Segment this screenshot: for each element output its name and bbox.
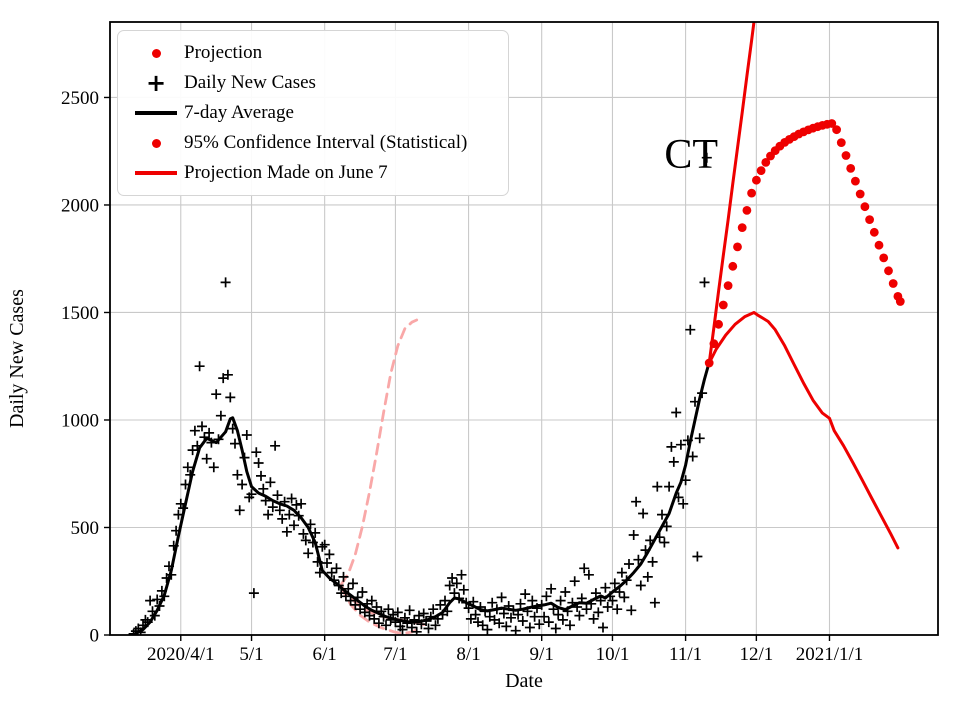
projection-dot <box>827 119 837 128</box>
projection-dot <box>723 281 733 290</box>
legend-label: Projection Made on June 7 <box>184 162 388 183</box>
projection-dot <box>855 189 865 199</box>
state-annotation: CT <box>664 131 719 178</box>
y-tick-label: 1000 <box>61 410 99 431</box>
series-seven_day_average <box>134 360 711 635</box>
y-tick-label: 2500 <box>61 88 99 109</box>
projection-dot <box>733 242 742 252</box>
dot-marker-icon <box>128 48 184 58</box>
projection-dot <box>718 300 728 310</box>
projection-dot <box>869 227 879 237</box>
x-tick-label: 2020/4/1 <box>147 644 215 665</box>
projection-dot <box>895 297 905 306</box>
plus-marker-icon: + <box>145 69 167 97</box>
projection-dot <box>836 138 846 148</box>
legend-item-daily-new-cases: + Daily New Cases <box>128 68 498 98</box>
series-june7_ci_upper <box>339 318 419 586</box>
projection-dot <box>832 125 841 135</box>
projection-dot <box>846 164 856 173</box>
projection-dot <box>879 253 889 263</box>
series-ci_upper <box>707 22 756 365</box>
legend-label: 95% Confidence Interval (Statistical) <box>184 132 468 153</box>
projection-dot <box>728 261 738 271</box>
y-tick-label: 0 <box>90 626 100 647</box>
projection-dot <box>709 339 719 349</box>
x-tick-label: 9/1 <box>530 644 554 665</box>
x-axis-label: Date <box>0 670 960 693</box>
projection-dot <box>860 202 870 212</box>
x-tick-label: 11/1 <box>669 644 702 665</box>
legend-item-7-day-average: 7-day Average <box>128 98 498 128</box>
projection-dot <box>704 358 714 368</box>
y-tick-label: 2000 <box>61 195 99 216</box>
x-tick-label: 6/1 <box>313 644 337 665</box>
legend-label: Daily New Cases <box>184 72 316 93</box>
series-daily_new_cases <box>128 152 712 635</box>
projection-dot <box>752 175 761 185</box>
x-tick-label: 7/1 <box>383 644 407 665</box>
series-layer <box>128 22 905 635</box>
x-tick-label: 12/1 <box>739 644 773 665</box>
x-tick-label: 10/1 <box>596 644 630 665</box>
legend-label: Projection <box>184 42 263 63</box>
line-marker-icon <box>128 171 184 175</box>
plot-frame <box>109 21 939 636</box>
x-tick-label: 2021/1/1 <box>796 644 864 665</box>
projection-dot <box>874 240 884 250</box>
y-tick-label: 1500 <box>61 303 99 324</box>
projection-dot <box>888 279 898 288</box>
legend-label: 7-day Average <box>184 102 294 123</box>
dot-marker-icon <box>128 138 184 148</box>
projection-dot <box>884 266 893 276</box>
projection-dot <box>761 158 771 167</box>
projection-dot <box>714 319 723 329</box>
projection-dot <box>865 215 874 225</box>
series-ci_lower <box>707 311 900 550</box>
line-marker-icon <box>128 111 184 115</box>
projection-dot <box>756 166 766 176</box>
series-june7_ci_lower <box>339 585 423 635</box>
projection-dot <box>737 223 747 233</box>
legend-item-projection: Projection <box>128 38 498 68</box>
x-tick-label: 5/1 <box>239 644 263 665</box>
legend-item-95-confidence-interval-statistical: 95% Confidence Interval (Statistical) <box>128 128 498 158</box>
y-axis-label: Daily New Cases <box>6 289 28 428</box>
ticks: 2020/4/1 5/1 6/1 7/1 8/1 9/1 10/1 11/1 12/1 2021/… <box>61 88 863 665</box>
y-tick-label: 500 <box>71 518 100 539</box>
series-projection <box>704 119 905 368</box>
projection-dot <box>742 206 752 215</box>
projection-dot <box>841 151 851 160</box>
projection-dot <box>747 188 756 198</box>
legend: Projection + Daily New Cases 7-day Average 9… <box>117 30 509 196</box>
projection-dot <box>851 176 860 186</box>
x-axis-label-text: Date <box>505 670 543 692</box>
x-tick-label: 8/1 <box>456 644 480 665</box>
legend-item-projection-made-on-june-7: Projection Made on June 7 <box>128 158 498 188</box>
